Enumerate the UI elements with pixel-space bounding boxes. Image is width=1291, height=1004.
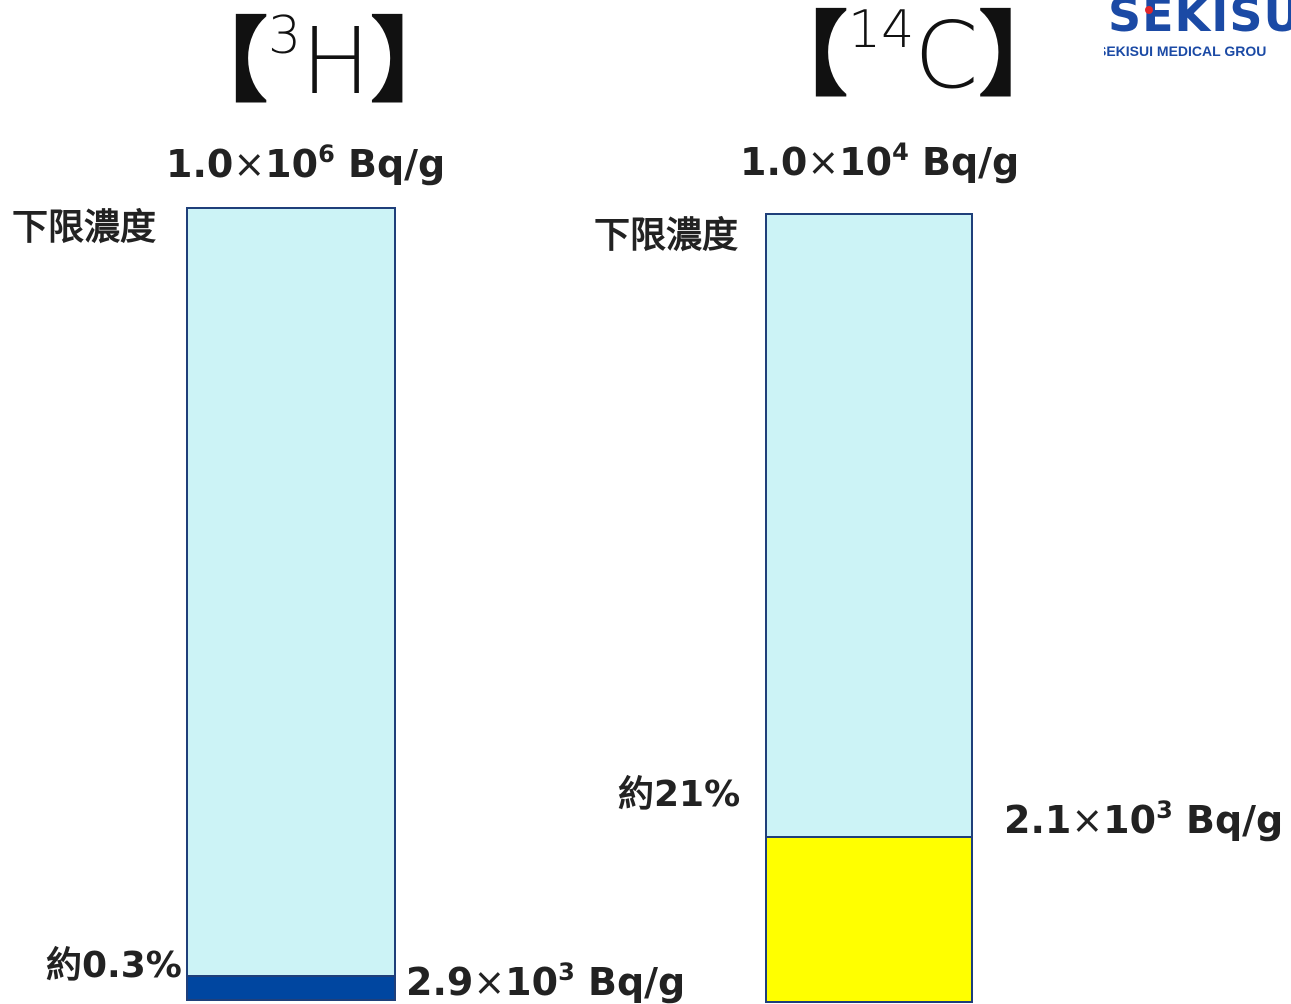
limit-mantissa: 1.0 — [166, 142, 234, 186]
measured-unit: Bq/g — [588, 960, 686, 1004]
brand-logo: SEKISUI SEKISUI MEDICAL GROU — [1104, 0, 1291, 68]
chart-c14-limit-value: 1.0×104 Bq/g — [740, 140, 1019, 181]
logo-red-dot-icon — [1145, 6, 1153, 14]
limit-base: 10 — [265, 142, 319, 186]
chart-h3-title: 【3H】 — [176, 10, 462, 108]
chart-h3-percent-label: 約0.3% — [46, 945, 182, 986]
isotope-mass-number: 3 — [268, 6, 302, 66]
measured-base: 10 — [1103, 798, 1157, 842]
chart-h3-limit-value: 1.0×106 Bq/g — [166, 142, 445, 183]
chart-h3-lower-limit-label: 下限濃度 — [12, 207, 157, 248]
chart-h3: 【3H】 1.0×106 Bq/g 下限濃度 約0.3% 2.9×103 Bq/… — [12, 10, 685, 1001]
chart-h3-bar-remaining — [188, 209, 394, 999]
chart-c14-percent-label: 約21% — [618, 774, 741, 815]
measured-mantissa: 2.9 — [406, 960, 474, 1004]
chart-c14-title: 【14C】 — [756, 4, 1070, 102]
limit-exponent: 6 — [318, 140, 335, 168]
title-close-bracket: 】 — [978, 2, 1071, 109]
limit-unit: Bq/g — [922, 140, 1020, 184]
measured-mantissa: 2.1 — [1004, 798, 1072, 842]
limit-times: × — [233, 142, 266, 186]
chart-c14-measured-value: 2.1×103 Bq/g — [1004, 798, 1283, 839]
measured-times: × — [473, 960, 506, 1004]
chart-c14-bar-measured — [767, 836, 971, 1001]
chart-h3-bar-measured — [188, 975, 394, 999]
chart-c14-bar — [765, 213, 973, 1003]
isotope-mass-number: 14 — [848, 0, 915, 60]
logo-wordmark: SEKISUI — [1108, 0, 1291, 42]
title-open-bracket: 【 — [756, 2, 849, 109]
limit-times: × — [807, 140, 840, 184]
measured-base: 10 — [505, 960, 559, 1004]
chart-h3-bar — [186, 207, 396, 1001]
measured-exponent: 3 — [1156, 796, 1173, 824]
measured-times: × — [1071, 798, 1104, 842]
measured-exponent: 3 — [558, 958, 575, 986]
chart-c14-lower-limit-label: 下限濃度 — [594, 215, 739, 256]
limit-unit: Bq/g — [348, 142, 446, 186]
limit-exponent: 4 — [892, 138, 909, 166]
limit-mantissa: 1.0 — [740, 140, 808, 184]
chart-h3-measured-value: 2.9×103 Bq/g — [406, 960, 685, 1001]
measured-unit: Bq/g — [1186, 798, 1284, 842]
title-open-bracket: 【 — [176, 8, 269, 115]
limit-base: 10 — [839, 140, 893, 184]
logo-subtitle: SEKISUI MEDICAL GROU — [1104, 43, 1267, 59]
chart-c14: 【14C】 1.0×104 Bq/g 下限濃度 約21% 2.1×103 Bq/… — [580, 0, 1291, 1003]
title-close-bracket: 】 — [370, 8, 463, 115]
isotope-symbol: C — [914, 2, 979, 109]
isotope-symbol: H — [301, 8, 371, 115]
